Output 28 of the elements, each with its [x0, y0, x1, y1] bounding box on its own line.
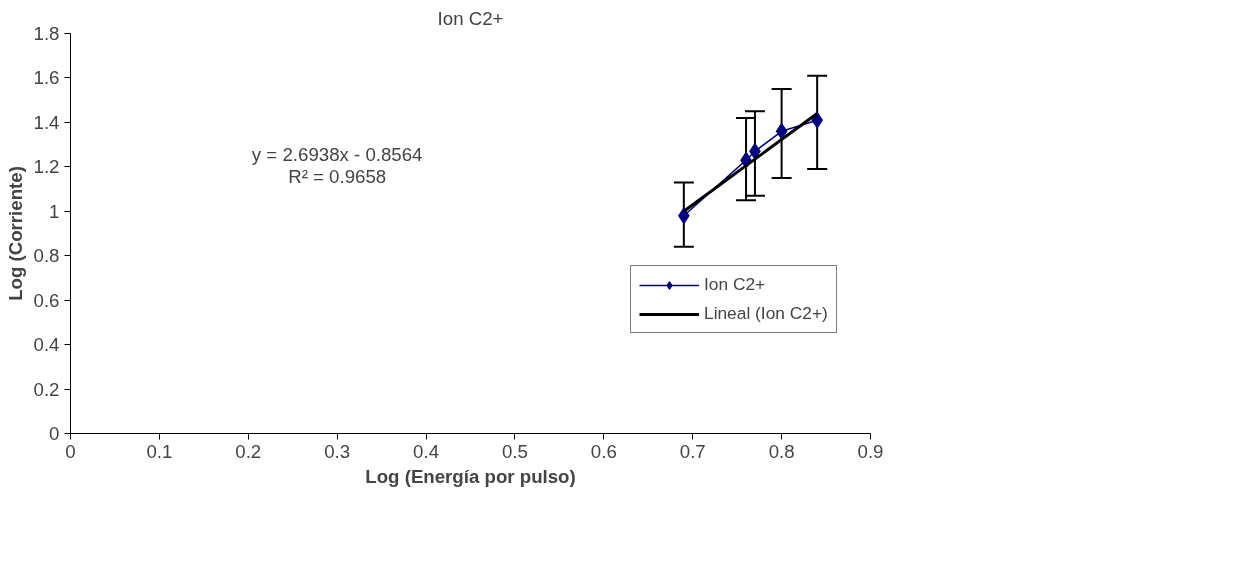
- y-tick-label: 0.6: [33, 289, 60, 311]
- x-tick-label: 0.3: [324, 440, 351, 462]
- y-tick-label: 0.2: [33, 378, 60, 400]
- x-tick-label: 0.7: [679, 440, 706, 462]
- y-tick-label: 1.8: [33, 23, 60, 44]
- legend-label: Ion C2+: [704, 274, 766, 295]
- y-axis-title: Log (Corriente): [4, 166, 26, 301]
- y-tick-label: 0: [49, 423, 60, 444]
- x-tick-label: 0.5: [501, 440, 528, 462]
- y-tick-label: 1.4: [33, 111, 60, 133]
- point: [775, 122, 788, 140]
- x-tick-label: 0.2: [235, 440, 262, 462]
- x-tick-label: 0: [65, 440, 76, 462]
- x-tick-label: 0.6: [590, 440, 617, 462]
- y-tick-label: 1.2: [33, 156, 60, 178]
- x-tick-label: 0.9: [857, 440, 884, 462]
- y-tick-label: 0.4: [33, 334, 60, 356]
- annotation: y = 2.6938x - 0.8564: [251, 143, 423, 165]
- y-tick-label: 0.8: [33, 245, 60, 267]
- x-tick-label: 0.4: [413, 440, 440, 462]
- x-axis-title: Log (Energía por pulso): [365, 465, 576, 487]
- chart-title: Ion C2+: [437, 7, 504, 29]
- annotation: R² = 0.9658: [288, 165, 387, 187]
- x-tick-label: 0.1: [146, 440, 173, 462]
- y-tick-label: 1: [49, 200, 60, 222]
- legend-label: Lineal (Ion C2+): [704, 303, 828, 324]
- x-tick-label: 0.8: [768, 440, 795, 462]
- y-tick-label: 1.6: [33, 67, 60, 89]
